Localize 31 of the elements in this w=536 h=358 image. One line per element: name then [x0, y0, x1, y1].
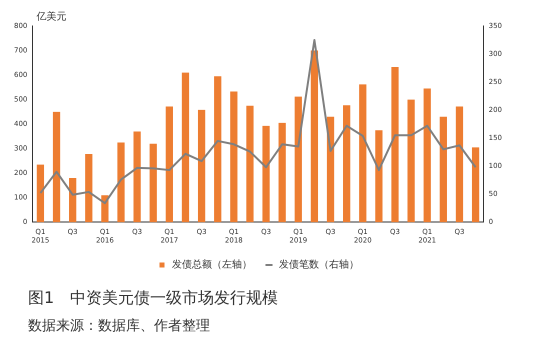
bar: [262, 126, 270, 222]
bar: [230, 91, 238, 222]
bar: [85, 154, 92, 222]
y-axis-title: 亿美元: [35, 10, 66, 23]
bar: [310, 50, 318, 222]
bar: [198, 110, 206, 222]
bar: [69, 178, 76, 222]
bar: [391, 66, 399, 222]
bar: [150, 144, 157, 222]
bar: [440, 116, 447, 222]
bar: [278, 122, 286, 222]
bar: [52, 112, 60, 222]
bar: [343, 105, 350, 222]
bar: [166, 106, 173, 222]
bar: [424, 88, 431, 222]
bar: [407, 100, 415, 222]
bar: [294, 96, 302, 222]
bar: [182, 72, 190, 222]
text: 图1 中资美元债一级市场发行规模: [28, 288, 280, 309]
legend-label: 发债笔数（右轴）: [279, 258, 359, 271]
bar: [214, 76, 222, 222]
legend-label: 发债总额（左轴）: [172, 258, 252, 271]
bar: [246, 106, 254, 222]
bar: [456, 106, 464, 222]
bar: [375, 130, 383, 222]
bar: [472, 147, 480, 222]
bar: [36, 164, 44, 222]
bar: [117, 142, 125, 222]
source-note: 数据来源：数据库、作者整理: [28, 317, 211, 335]
bar: [359, 84, 366, 222]
bar: [133, 131, 141, 222]
